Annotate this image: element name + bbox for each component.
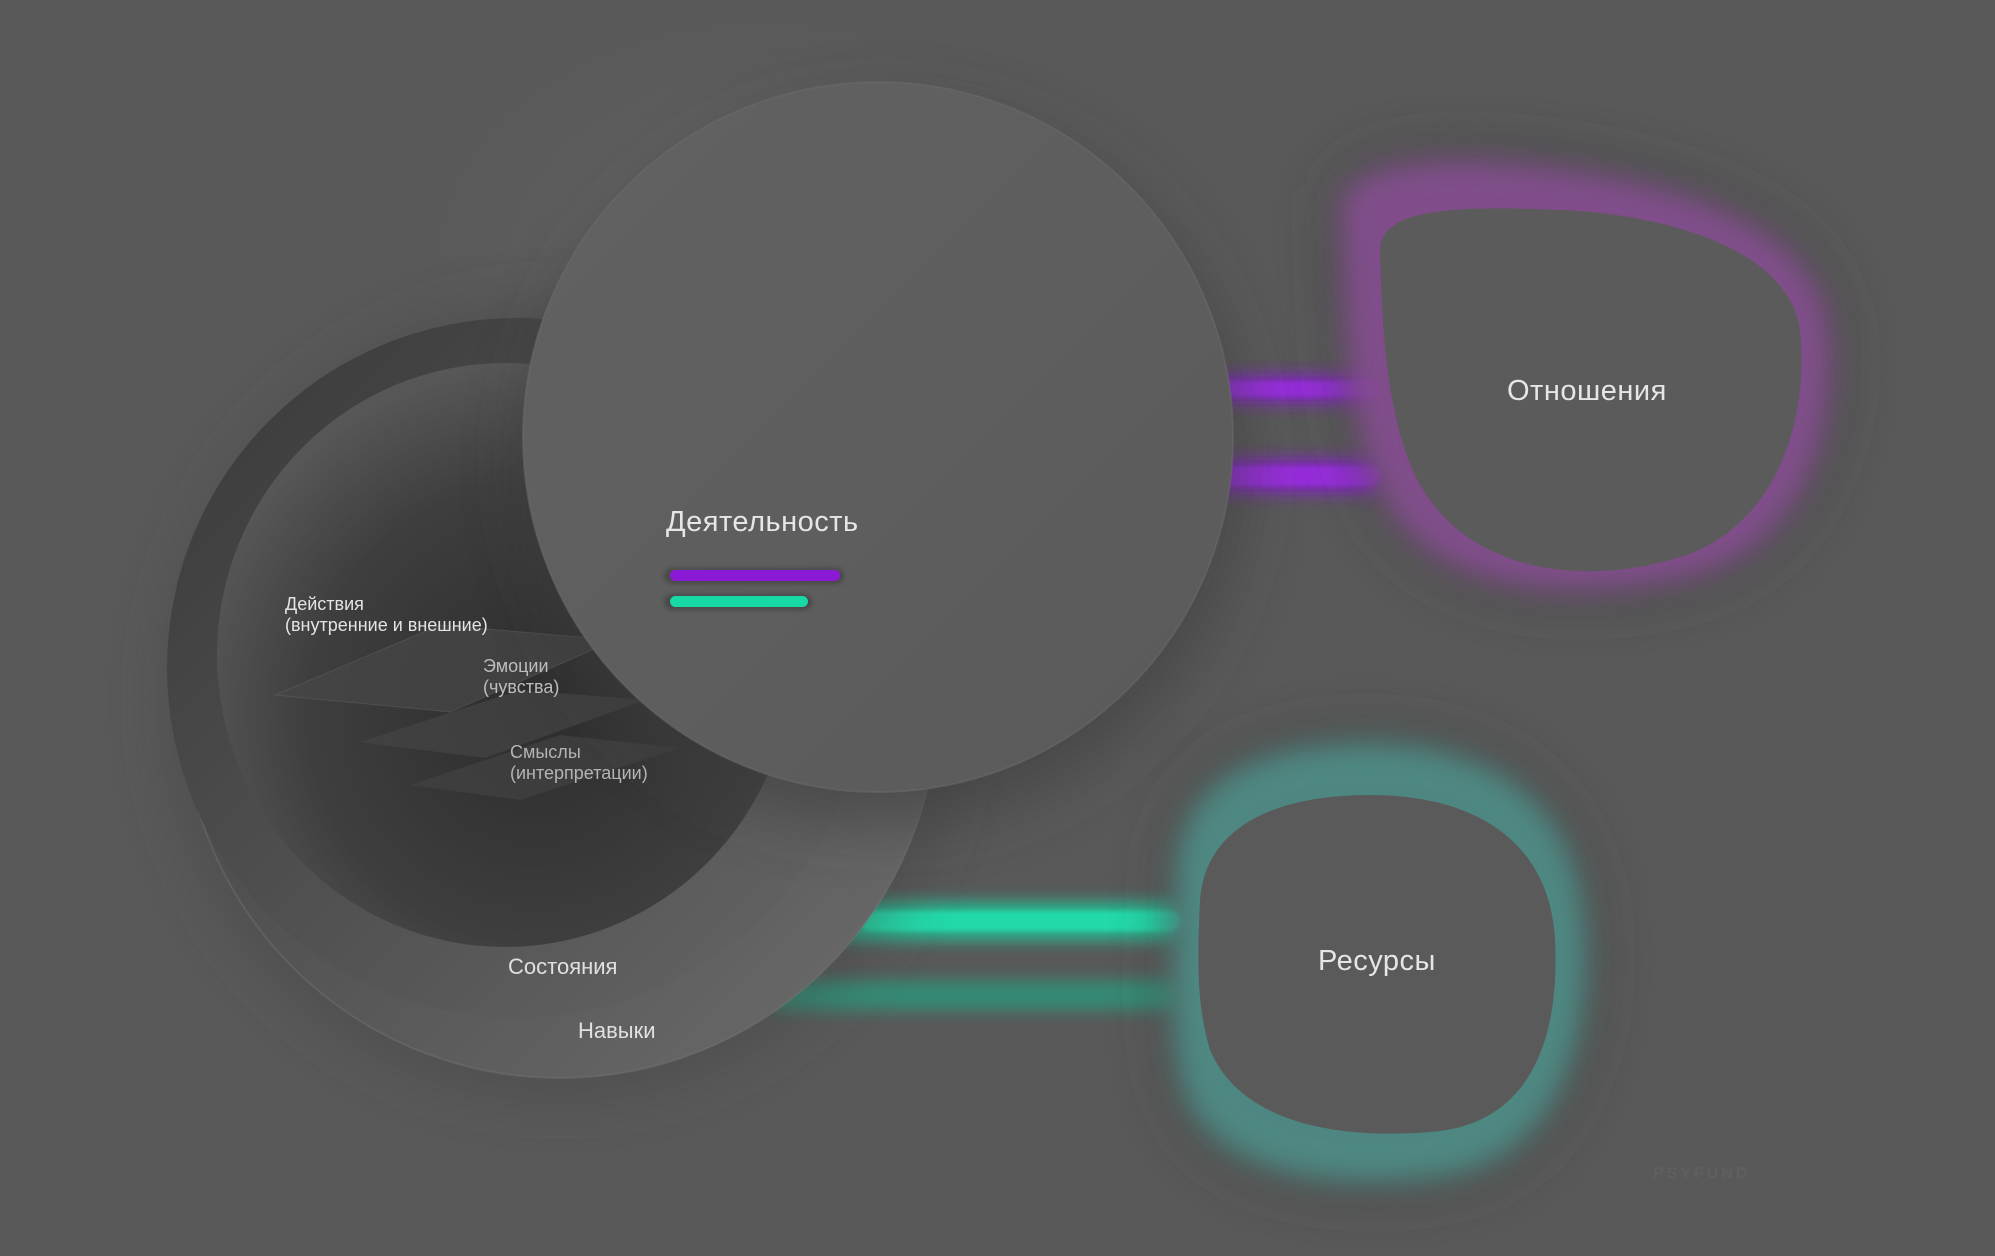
relations-blob: [1339, 159, 1832, 592]
layer-label-actions-title: Действия: [285, 594, 364, 614]
layer-label-actions: Действия (внутренние и внешние): [285, 594, 488, 636]
layer-label-emotions: Эмоции (чувства): [483, 656, 559, 698]
activity-bar-purple: [664, 568, 844, 584]
connector-teal-upper: [840, 902, 1180, 940]
activity-bar-teal: [664, 594, 812, 610]
layer-label-meanings: Смыслы (интерпретации): [510, 742, 648, 784]
layer-label-meanings-subtitle: (интерпретации): [510, 763, 648, 783]
states-label: Состояния: [508, 954, 618, 979]
resources-blob: [1171, 741, 1587, 1183]
layer-label-emotions-title: Эмоции: [483, 656, 549, 676]
relations-label: Отношения: [1507, 375, 1667, 407]
layer-label-meanings-title: Смыслы: [510, 742, 581, 762]
connector-teal-lower: [770, 980, 1180, 1010]
activity-circle: [523, 82, 1233, 792]
layer-label-actions-subtitle: (внутренние и внешние): [285, 615, 488, 635]
layer-label-emotions-subtitle: (чувства): [483, 677, 560, 697]
activity-label: Деятельность: [666, 506, 859, 538]
resources-label: Ресурсы: [1318, 945, 1436, 977]
watermark: PSYFUND: [1653, 1165, 1751, 1182]
skills-label: Навыки: [578, 1018, 656, 1043]
